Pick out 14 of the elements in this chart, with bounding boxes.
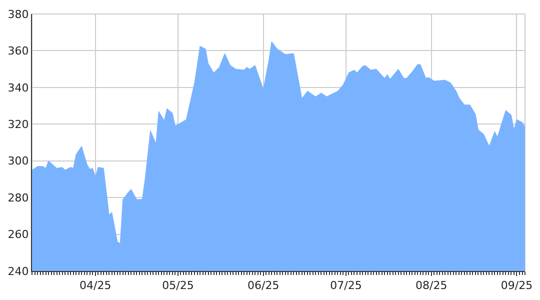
- y-tick-label: 240: [8, 264, 29, 278]
- x-tick-label: 04/25: [80, 279, 112, 292]
- y-tick-label: 340: [8, 81, 29, 94]
- y-tick-label: 300: [8, 154, 29, 168]
- y-tick-label: 320: [8, 118, 29, 131]
- y-tick-label: 360: [8, 44, 29, 58]
- y-tick-label: 380: [8, 8, 29, 21]
- x-tick-label: 05/25: [162, 279, 194, 292]
- x-tick-label: 09/25: [500, 279, 533, 292]
- x-tick-label: 07/25: [330, 279, 362, 292]
- x-tick-label: 06/25: [248, 279, 280, 292]
- y-tick-label: 260: [8, 228, 29, 242]
- x-tick-label: 08/25: [416, 279, 448, 292]
- y-tick-label: 280: [8, 191, 29, 204]
